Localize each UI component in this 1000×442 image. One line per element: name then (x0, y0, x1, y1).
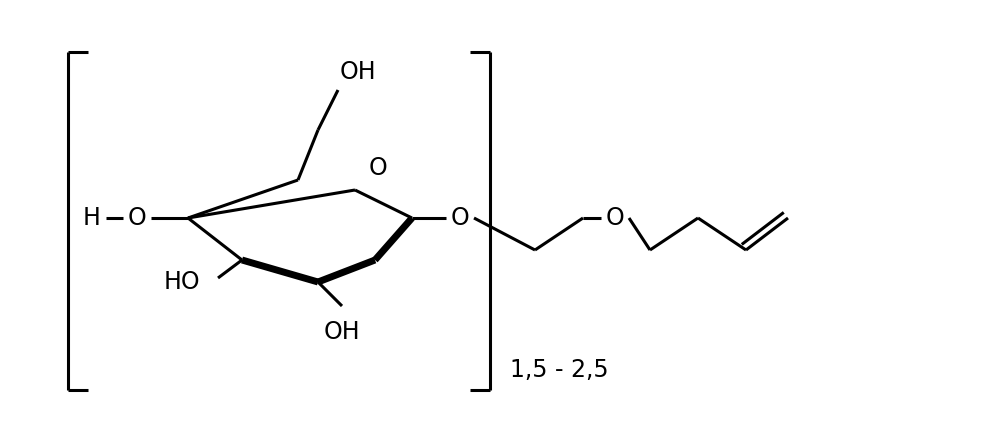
Text: HO: HO (163, 270, 200, 294)
Text: OH: OH (324, 320, 360, 344)
Text: 1,5 - 2,5: 1,5 - 2,5 (510, 358, 609, 382)
Text: O: O (369, 156, 388, 180)
Text: OH: OH (340, 60, 376, 84)
Text: O: O (128, 206, 146, 230)
Text: O: O (606, 206, 624, 230)
Text: O: O (451, 206, 469, 230)
Text: H: H (83, 206, 101, 230)
